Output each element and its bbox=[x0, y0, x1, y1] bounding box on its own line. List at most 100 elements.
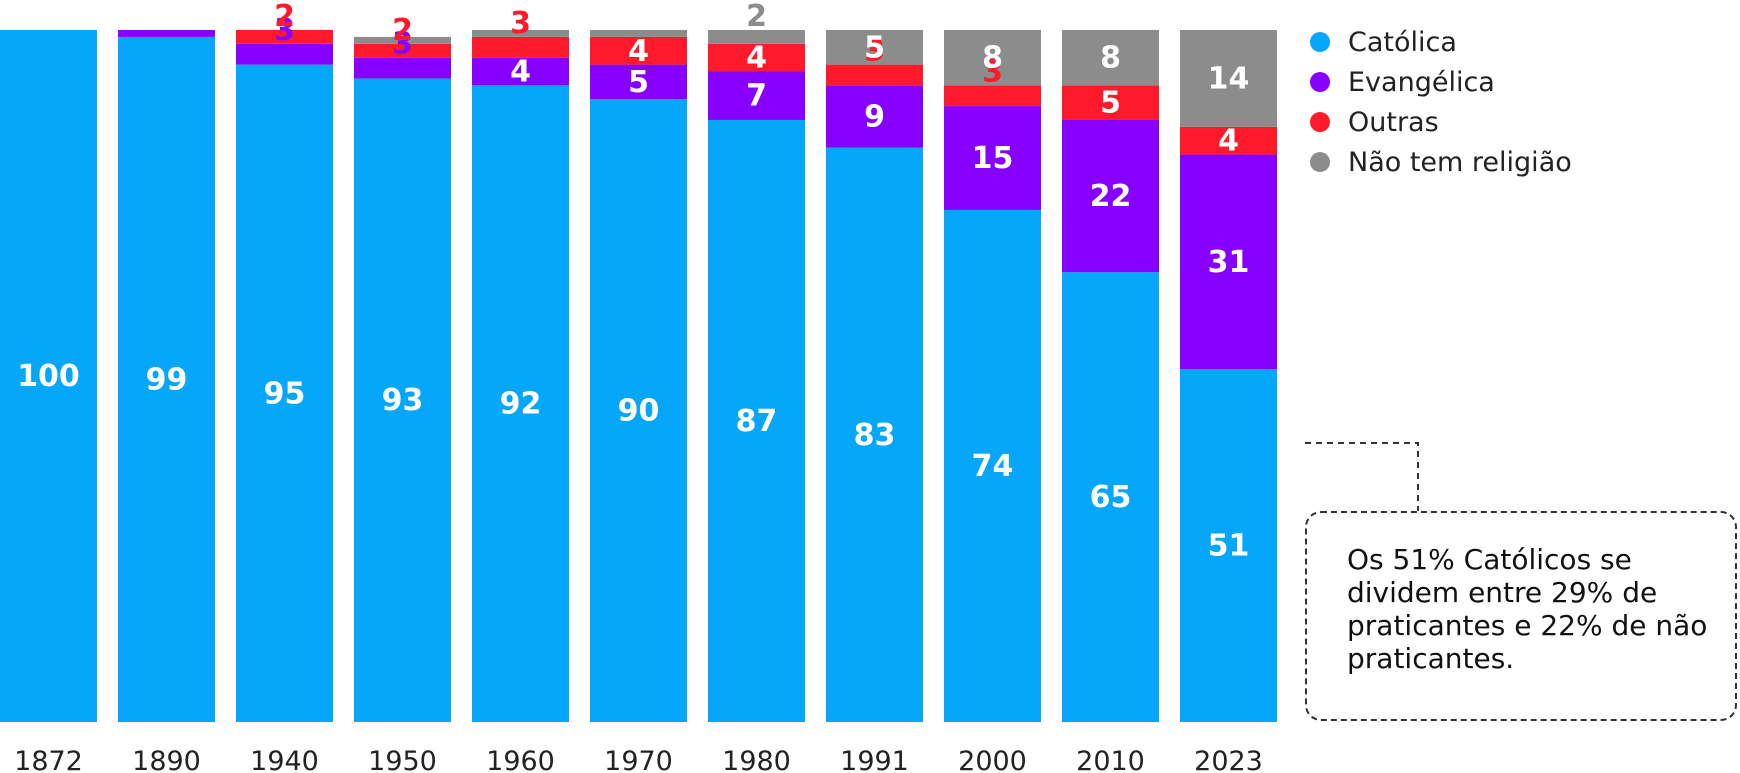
annotation-text: Os 51% Católicos se dividem entre 29% de… bbox=[1347, 543, 1708, 675]
bar-segment bbox=[826, 64, 923, 86]
bar-segment bbox=[708, 43, 805, 72]
data-label: 7 bbox=[746, 79, 767, 114]
data-label: 3 bbox=[274, 13, 295, 48]
data-label: 3 bbox=[392, 27, 413, 62]
data-label: 4 bbox=[628, 34, 649, 69]
data-label: 14 bbox=[1208, 61, 1250, 96]
x-axis-ticks: 1872 1890 1940 1950 1960 1970 1980 1991 2000 2010… bbox=[14, 746, 1263, 773]
data-label: 87 bbox=[736, 404, 778, 439]
chart-legend: Católica Evangélica Outras Não tem relig… bbox=[1310, 22, 1572, 182]
legend-label-sem-religiao: Não tem religião bbox=[1348, 146, 1572, 178]
bar-segment bbox=[236, 64, 333, 723]
bar-segment bbox=[944, 209, 1041, 723]
data-label: 92 bbox=[500, 387, 542, 422]
bar-segment bbox=[826, 30, 923, 65]
x-tick-label: 1980 bbox=[722, 746, 791, 773]
data-label: 74 bbox=[972, 449, 1014, 484]
x-tick-label: 1991 bbox=[840, 746, 909, 773]
data-label: 83 bbox=[854, 418, 896, 453]
data-label: 4 bbox=[510, 55, 531, 90]
legend-item-sem-religiao: Não tem religião bbox=[1310, 142, 1572, 182]
legend-item-evangelica: Evangélica bbox=[1310, 62, 1572, 102]
x-tick-label: 1950 bbox=[368, 746, 437, 773]
bar-segment bbox=[354, 78, 451, 722]
bar-segment bbox=[472, 36, 569, 58]
bar-segment bbox=[236, 43, 333, 65]
x-tick-label: 1890 bbox=[132, 746, 201, 773]
bar-segment bbox=[472, 30, 569, 37]
bar-segment bbox=[590, 36, 687, 65]
data-label: 5 bbox=[628, 65, 649, 100]
annotation-box: Os 51% Católicos se dividem entre 29% de… bbox=[1305, 511, 1737, 721]
bar-segment bbox=[944, 85, 1041, 107]
data-label: 65 bbox=[1090, 480, 1132, 515]
bar-segment bbox=[1180, 369, 1277, 722]
data-label: 100 bbox=[17, 359, 80, 394]
data-labels-layer: 100 99 95329332924390548774283935741538652… bbox=[17, 0, 1249, 564]
data-label: 51 bbox=[1208, 529, 1250, 564]
data-label: 4 bbox=[1218, 124, 1239, 159]
x-tick-label: 2010 bbox=[1076, 746, 1145, 773]
x-tick-label: 1872 bbox=[14, 746, 83, 773]
bar-segment bbox=[944, 106, 1041, 210]
bar-segment bbox=[1062, 119, 1159, 273]
legend-swatch-evangelica bbox=[1310, 72, 1330, 92]
bar-segment bbox=[354, 36, 451, 44]
bar-segment bbox=[118, 30, 215, 37]
data-label: 2 bbox=[746, 0, 767, 34]
bar-segment bbox=[354, 43, 451, 58]
data-label: 22 bbox=[1090, 179, 1132, 214]
data-label: 2 bbox=[274, 0, 295, 34]
data-label: 99 bbox=[146, 362, 188, 397]
legend-swatch-outras bbox=[1310, 112, 1330, 132]
bar-segment bbox=[944, 30, 1041, 86]
data-label: 15 bbox=[972, 141, 1014, 176]
data-label: 8 bbox=[1100, 41, 1121, 76]
bar-segment bbox=[1180, 30, 1277, 127]
data-label: 3 bbox=[510, 6, 531, 41]
bar-segment bbox=[1180, 126, 1277, 155]
data-label: 90 bbox=[618, 394, 660, 429]
legend-item-outras: Outras bbox=[1310, 102, 1572, 142]
data-label: 8 bbox=[982, 41, 1003, 76]
data-label: 3 bbox=[982, 54, 1003, 89]
bar-segment bbox=[1062, 272, 1159, 722]
x-tick-label: 1940 bbox=[250, 746, 319, 773]
bars-layer bbox=[0, 30, 1277, 723]
data-label: 31 bbox=[1208, 245, 1250, 280]
bar-segment bbox=[118, 36, 215, 723]
annotation-connector bbox=[1305, 442, 1419, 511]
legend-swatch-sem-religiao bbox=[1310, 152, 1330, 172]
bar-segment bbox=[708, 30, 805, 44]
bar-segment bbox=[826, 147, 923, 722]
legend-label-catolica: Católica bbox=[1348, 26, 1457, 58]
data-label: 5 bbox=[864, 30, 885, 65]
data-label: 95 bbox=[264, 376, 306, 411]
bar-segment bbox=[472, 57, 569, 86]
data-label: 5 bbox=[1100, 86, 1121, 121]
data-label: 9 bbox=[864, 100, 885, 135]
data-label: 2 bbox=[392, 13, 413, 48]
bar-segment bbox=[1180, 154, 1277, 370]
bar-segment bbox=[590, 64, 687, 100]
legend-label-outras: Outras bbox=[1348, 106, 1439, 138]
bar-segment bbox=[354, 57, 451, 79]
bar-segment bbox=[472, 85, 569, 723]
data-label: 4 bbox=[746, 41, 767, 76]
bar-segment bbox=[590, 30, 687, 37]
data-label: 93 bbox=[382, 383, 424, 418]
bar-segment bbox=[1062, 85, 1159, 120]
x-tick-label: 2023 bbox=[1194, 746, 1263, 773]
bar-segment bbox=[708, 119, 805, 722]
x-tick-label: 1970 bbox=[604, 746, 673, 773]
bar-segment bbox=[0, 30, 97, 722]
bar-segment bbox=[708, 71, 805, 120]
bar-segment bbox=[1062, 30, 1159, 86]
bar-segment bbox=[826, 85, 923, 148]
bar-segment bbox=[590, 99, 687, 722]
x-tick-label: 2000 bbox=[958, 746, 1027, 773]
legend-swatch-catolica bbox=[1310, 32, 1330, 52]
legend-item-catolica: Católica bbox=[1310, 22, 1572, 62]
legend-label-evangelica: Evangélica bbox=[1348, 66, 1495, 98]
